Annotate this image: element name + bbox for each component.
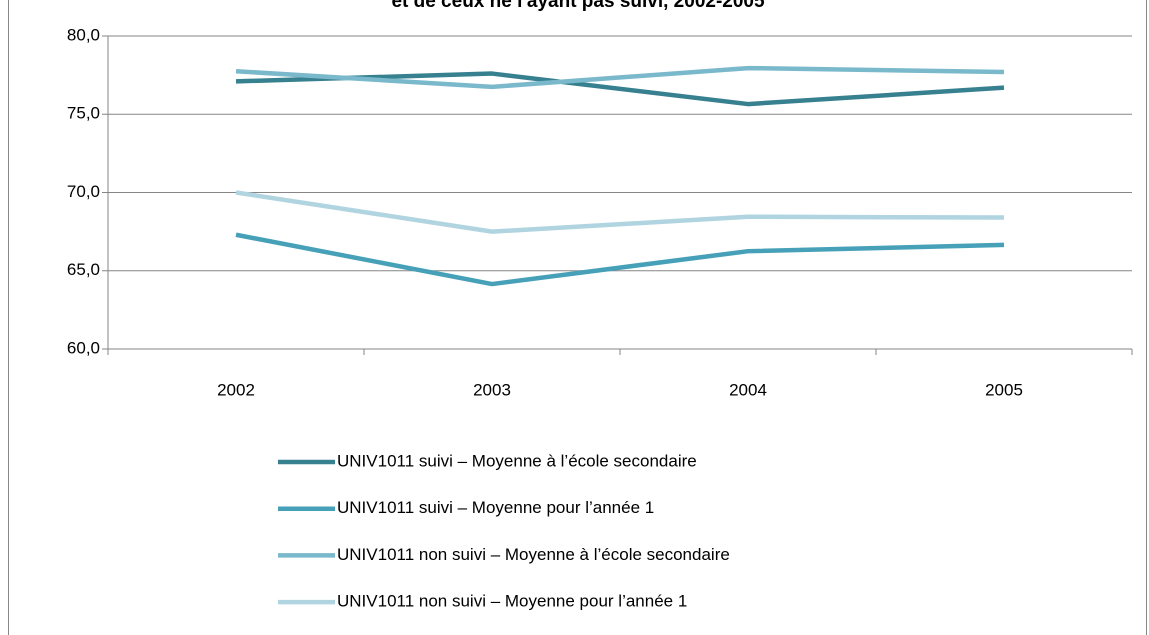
x-tick-label: 2002 [217, 380, 255, 399]
y-tick-label: 60,0 [67, 338, 100, 357]
legend-label: UNIV1011 suivi – Moyenne pour l’année 1 [337, 498, 654, 517]
chart-title: et de ceux ne l'ayant pas suivi, 2002-20… [391, 0, 765, 12]
series-line [235, 232, 1005, 287]
legend-label: UNIV1011 non suivi – Moyenne à l’école s… [337, 545, 730, 564]
y-tick-label: 80,0 [67, 25, 100, 44]
x-tick-label: 2003 [473, 380, 511, 399]
series-line [235, 65, 1005, 90]
legend-label: UNIV1011 non suivi – Moyenne pour l’anné… [337, 592, 687, 611]
legend-label: UNIV1011 suivi – Moyenne à l’école secon… [337, 451, 697, 470]
y-tick-label: 70,0 [67, 182, 100, 201]
y-tick-label: 65,0 [67, 260, 100, 279]
series-line [235, 190, 1005, 234]
x-tick-label: 2005 [985, 380, 1023, 399]
y-tick-label: 75,0 [67, 104, 100, 123]
x-tick-label: 2004 [729, 380, 767, 399]
